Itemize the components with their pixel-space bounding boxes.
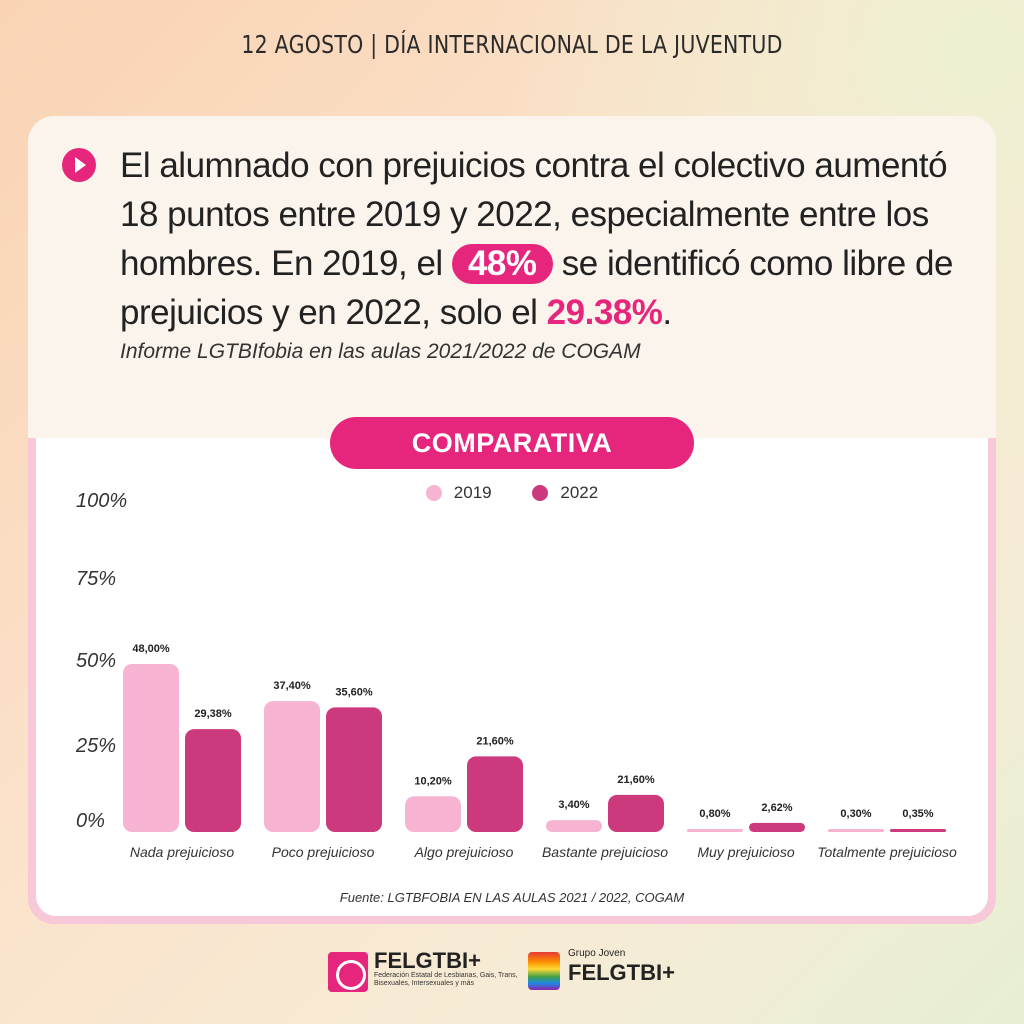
statement-part2: se identificó como libre de prejuicios y… xyxy=(120,244,953,332)
bar-2022 xyxy=(326,707,382,832)
bar-2019 xyxy=(546,820,602,832)
y-tick-label: 100% xyxy=(76,490,128,512)
felgtbi-logo-subtitle: Federación Estatal de Lesbianas, Gais, T… xyxy=(374,972,518,987)
data-label: 2,62% xyxy=(761,802,792,814)
play-icon xyxy=(62,148,96,182)
bar-2019 xyxy=(264,701,320,832)
y-tick-label: 75% xyxy=(76,568,117,590)
bar-2019 xyxy=(405,796,461,832)
data-label: 21,60% xyxy=(476,735,514,747)
bar-2019 xyxy=(828,829,884,832)
data-label: 48,00% xyxy=(132,643,170,655)
grupo-joven-logo-name: FELGTBI+ xyxy=(568,960,675,985)
chart-card xyxy=(36,438,988,916)
highlight-badge: 48% xyxy=(451,244,553,284)
legend-dot-2019 xyxy=(425,485,442,501)
bar-2022 xyxy=(749,822,805,832)
bar-2022 xyxy=(467,756,523,832)
chart-source: Fuente: LGTBFOBIA EN LAS AULAS 2021 / 20… xyxy=(339,890,685,905)
chart-legend: 2019 2022 xyxy=(0,483,1024,506)
data-label: 35,60% xyxy=(335,686,373,698)
y-tick-label: 0% xyxy=(76,810,105,832)
y-tick-label: 25% xyxy=(76,735,117,757)
grupo-joven-logo-icon xyxy=(528,952,560,990)
legend-label-2022: 2022 xyxy=(560,483,599,502)
y-tick-label: 50% xyxy=(76,650,117,672)
bar-2022 xyxy=(185,729,241,832)
statement-part1: El alumnado con prejuicios contra el col… xyxy=(120,146,948,283)
bar-2019 xyxy=(687,829,743,832)
data-label: 29,38% xyxy=(194,708,232,720)
legend-dot-2022 xyxy=(532,485,549,501)
highlight-value: 29.38% xyxy=(546,293,663,332)
bar-2019 xyxy=(123,664,179,832)
data-label: 10,20% xyxy=(414,775,452,787)
legend-item-2022: 2022 xyxy=(532,483,598,503)
x-tick-label: Bastante prejuicioso xyxy=(542,844,668,860)
data-label: 0,80% xyxy=(699,808,730,820)
data-label: 3,40% xyxy=(558,799,589,811)
x-tick-label: Nada prejuicioso xyxy=(130,844,234,860)
x-tick-label: Poco prejuicioso xyxy=(272,844,375,860)
bar-2022 xyxy=(890,829,946,832)
legend-item-2019: 2019 xyxy=(425,483,492,503)
chart-title: COMPARATIVA PREJUICIOS xyxy=(330,417,694,510)
data-label: 0,35% xyxy=(902,808,933,820)
data-label: 0,30% xyxy=(840,808,871,820)
data-label: 37,40% xyxy=(273,680,311,692)
bar-2022 xyxy=(608,794,664,832)
felgtbi-logo-icon xyxy=(328,952,368,992)
page-header: 12 AGOSTO | DÍA INTERNACIONAL DE LA JUVE… xyxy=(241,30,783,59)
x-tick-label: Muy prejuicioso xyxy=(697,844,794,860)
statement-part3: . xyxy=(662,293,672,332)
x-tick-label: Totalmente prejuicioso xyxy=(817,844,957,860)
data-label: 21,60% xyxy=(617,774,655,786)
statement-text: El alumnado con prejuicios contra el col… xyxy=(120,141,980,337)
x-tick-label: Algo prejuicioso xyxy=(414,844,514,860)
legend-label-2019: 2019 xyxy=(453,483,492,502)
felgtbi-logo-name: FELGTBI+ xyxy=(374,948,481,973)
report-source: Informe LGTBIfobia en las aulas 2021/202… xyxy=(120,340,641,363)
grupo-joven-logo-prefix: Grupo Joven xyxy=(568,948,626,959)
